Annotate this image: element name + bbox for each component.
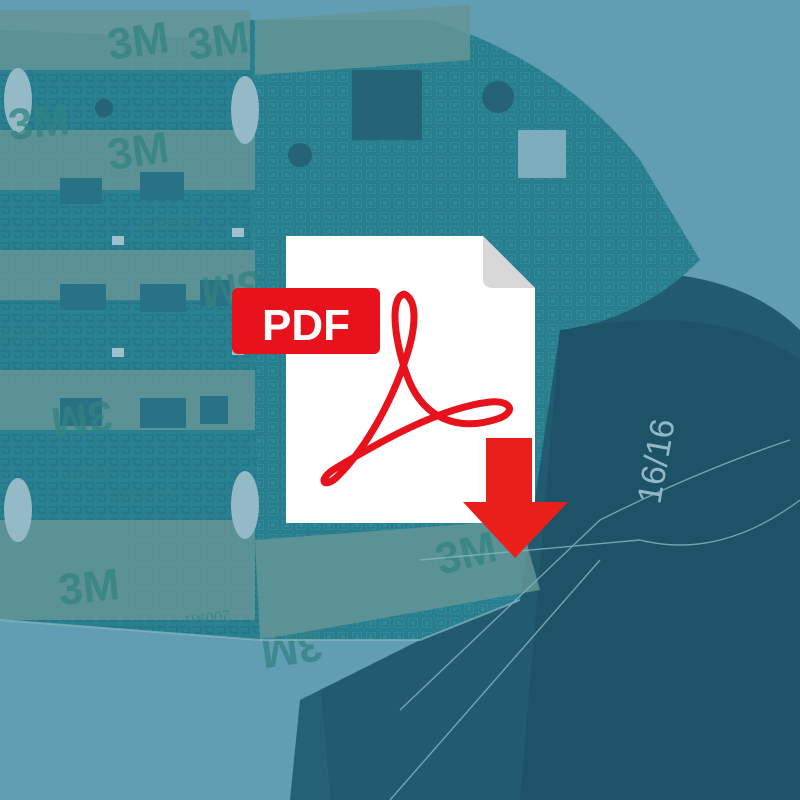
pdf-download-icon[interactable]: PDF	[228, 228, 573, 573]
download-arrow-icon	[463, 438, 568, 558]
svg-text:3M: 3M	[105, 13, 172, 70]
pdf-badge-text: PDF	[262, 301, 350, 350]
svg-text:3M: 3M	[48, 390, 115, 447]
svg-text:3M: 3M	[105, 123, 172, 180]
svg-text:3M: 3M	[56, 560, 122, 615]
svg-text:3M: 3M	[258, 620, 325, 677]
pdf-badge: PDF	[232, 288, 380, 354]
acrobat-logo	[320, 290, 513, 487]
svg-text:3M: 3M	[6, 95, 72, 150]
svg-text:3M: 3M	[185, 13, 252, 70]
